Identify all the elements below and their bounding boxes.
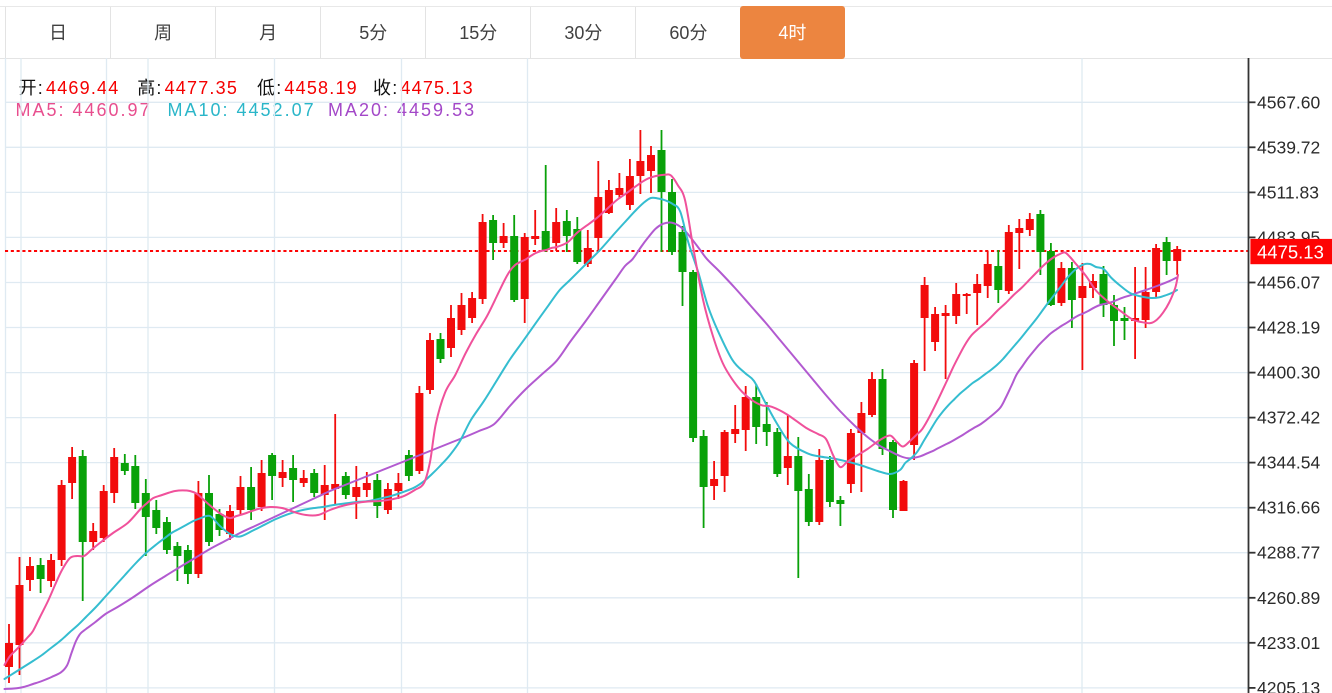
- svg-text:4233.01: 4233.01: [1257, 633, 1320, 653]
- svg-text:4511.83: 4511.83: [1257, 182, 1319, 202]
- svg-text:4372.42: 4372.42: [1257, 408, 1320, 428]
- svg-text:4260.89: 4260.89: [1257, 588, 1320, 608]
- svg-text:4344.54: 4344.54: [1257, 453, 1321, 473]
- svg-text:4428.19: 4428.19: [1257, 318, 1320, 338]
- svg-text:4539.72: 4539.72: [1257, 137, 1320, 157]
- svg-text:4456.07: 4456.07: [1257, 273, 1320, 293]
- svg-text:4316.66: 4316.66: [1257, 498, 1320, 518]
- svg-text:4567.60: 4567.60: [1257, 92, 1321, 112]
- svg-text:4205.13: 4205.13: [1257, 678, 1320, 693]
- svg-text:4400.30: 4400.30: [1257, 363, 1321, 383]
- svg-text:4475.13: 4475.13: [1257, 242, 1324, 263]
- svg-text:4288.77: 4288.77: [1257, 543, 1320, 563]
